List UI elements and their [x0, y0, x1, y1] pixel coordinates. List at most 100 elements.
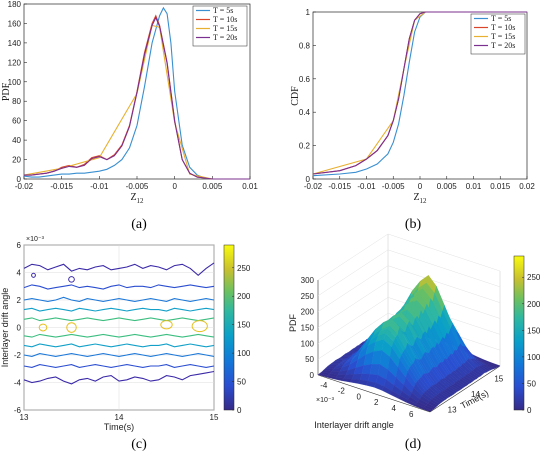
- legend-entry: T = 10s: [213, 15, 237, 24]
- legend-entry: T = 15s: [213, 24, 237, 33]
- y-tick-label: 140: [8, 39, 22, 48]
- contour-island-4: [191, 320, 208, 333]
- colorbar-tick-label: 0: [237, 406, 242, 415]
- y-tick-label: 0.8: [299, 41, 311, 50]
- contour-line-3: [23, 296, 215, 302]
- time-tick-label: 15: [494, 375, 503, 384]
- colorbar-tick-label: 150: [237, 321, 251, 330]
- grid-line: [317, 265, 389, 312]
- colorbar-tick-label: 50: [527, 379, 536, 388]
- contour-island-3: [160, 320, 173, 330]
- x-tick-label: 0: [418, 182, 423, 191]
- colorbar-tick-label: 100: [527, 353, 541, 362]
- series-line-1: [23, 6, 250, 180]
- x-tick-label: 13: [20, 413, 29, 422]
- series-line-3: [23, 24, 250, 180]
- colorbar-tick-label: 50: [237, 378, 246, 387]
- x-tick-label: 0.01: [466, 182, 482, 191]
- contour-line-8: [23, 353, 215, 357]
- x-tick-label: 0.005: [437, 182, 458, 191]
- z-tick-label: 200: [301, 308, 315, 317]
- x-tick-label: 0.02: [519, 182, 535, 191]
- chart-a: -0.02 -0.015 -0.01 -0.005 0 0.005 0.01 0 20 40 60 8…: [1, 0, 258, 205]
- time-axis: [429, 365, 501, 413]
- z-tick-label: 250: [301, 292, 315, 301]
- y-tick-label: 20: [12, 156, 21, 165]
- x-tick-label: 15: [210, 413, 219, 422]
- x-tick-label: -0.02: [15, 182, 34, 191]
- grid-line: [387, 281, 501, 319]
- drift-axis: [317, 374, 431, 413]
- grid-line: [387, 233, 501, 272]
- z-tick-label: 300: [301, 276, 315, 285]
- colorbar-tick-label: 200: [237, 292, 251, 301]
- y-tick-label: 1: [306, 8, 311, 17]
- x-exponent-label: ×10⁻³: [316, 397, 335, 404]
- x-tick-label: -0.005: [126, 182, 149, 191]
- legend-box: [192, 5, 248, 47]
- legend-entry: T = 5s: [491, 14, 511, 23]
- series-line-4: [312, 11, 527, 175]
- y-tick-label: 0.6: [299, 75, 311, 84]
- y-axis-label: Interlayer drift angle: [0, 288, 10, 368]
- x-tick-label: 0.01: [242, 182, 258, 191]
- time-tick-label: 14: [471, 390, 480, 399]
- drift-tick-label: -4: [320, 381, 328, 390]
- y-tick-label: 0: [306, 175, 311, 184]
- colorbar: [513, 255, 525, 411]
- y-tick-label: -6: [14, 406, 22, 415]
- y-tick-label: 120: [8, 58, 22, 67]
- drift-tick-label: 4: [392, 404, 397, 413]
- colorbar-tick-label: 150: [527, 326, 541, 335]
- panel-label-b: (b): [405, 217, 422, 232]
- z-tick-label: 0: [310, 371, 315, 380]
- y-tick-label: 60: [12, 117, 21, 126]
- x-tick-label: -0.005: [382, 182, 405, 191]
- colorbar: [223, 244, 235, 411]
- drift-tick-label: 0: [357, 392, 362, 401]
- contour-island-6: [68, 276, 75, 283]
- drift-tick-label: -2: [338, 387, 346, 396]
- contour-island-1: [66, 322, 77, 333]
- drift-tick-label: 6: [409, 410, 414, 419]
- legend-entry: T = 20s: [213, 33, 237, 42]
- z-tick-label: 150: [301, 324, 315, 333]
- y-tick-label: 100: [8, 78, 22, 87]
- x-axis-label: Time(s): [104, 422, 134, 432]
- panel-label-a: (a): [131, 217, 147, 232]
- colorbar-tick-label: 250: [527, 273, 541, 282]
- contour-line-10: [23, 370, 215, 385]
- colorbar-tick-label: 0: [527, 406, 532, 415]
- contour-line-6: [23, 333, 215, 338]
- chart-c: 13 14 15 -6 -4 -2 0 2 4 6 ×10⁻³ Time(s) Interlayer d…: [0, 236, 251, 432]
- legend-entry: T = 20s: [491, 41, 515, 50]
- contour-line-2: [23, 284, 215, 290]
- x-tick-label: 14: [115, 413, 124, 422]
- x-tick-label: 0.015: [490, 182, 511, 191]
- z-tick-label: 100: [301, 339, 315, 348]
- y-exponent-label: ×10⁻³: [26, 236, 45, 243]
- contour-island-5: [31, 272, 36, 278]
- y-tick-label: 40: [12, 136, 21, 145]
- legend-entry: T = 15s: [491, 32, 515, 41]
- colorbar-tick-label: 200: [527, 300, 541, 309]
- x-tick-label: 0.005: [202, 182, 223, 191]
- contour-line-7: [23, 343, 215, 348]
- x-tick-label: -0.02: [304, 182, 323, 191]
- y-axis-label: PDF: [1, 82, 12, 101]
- z-tick-label: 50: [305, 355, 314, 364]
- grid-line: [317, 297, 389, 344]
- colorbar-tick-label: 100: [237, 349, 251, 358]
- y-tick-label: 6: [17, 241, 22, 250]
- legend-entry: T = 5s: [213, 6, 233, 15]
- chart-b: -0.02 -0.015 -0.01 -0.005 0 0.005 0.01 0.015 0.0…: [290, 8, 535, 205]
- x-tick-label: -0.01: [90, 182, 109, 191]
- y-axis-label: CDF: [290, 86, 301, 106]
- legend-entry: T = 10s: [491, 23, 515, 32]
- contour-line-9: [23, 364, 215, 368]
- x-axis-label: Interlayer drift angle: [314, 420, 394, 430]
- grid-line: [317, 233, 389, 281]
- panel-label-d: (d): [405, 437, 422, 452]
